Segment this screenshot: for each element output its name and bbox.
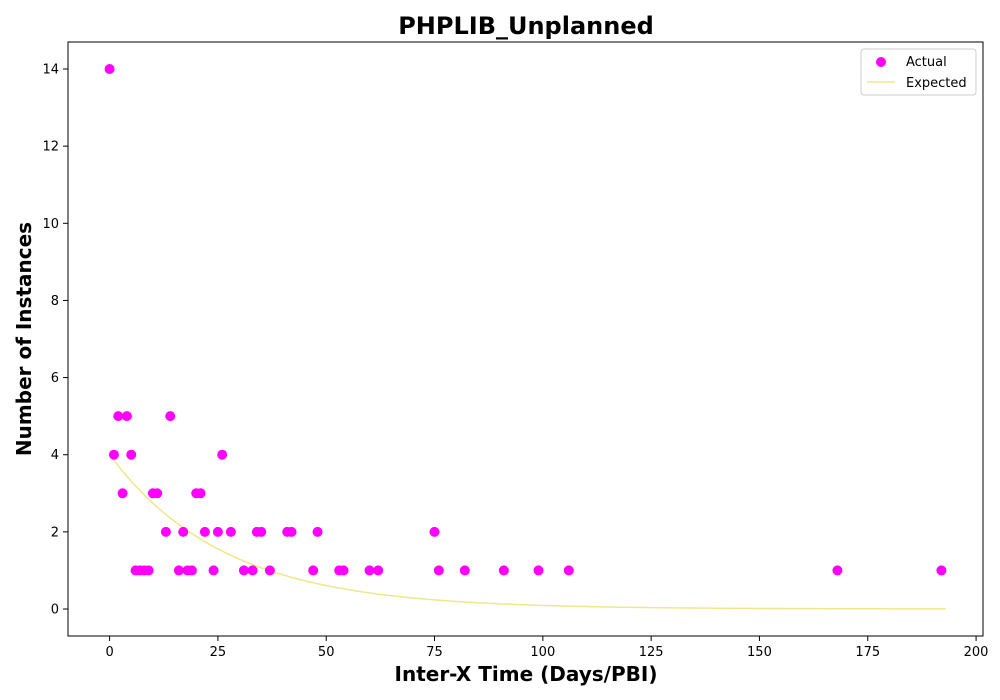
x-tick-label: 150 <box>747 645 772 660</box>
actual-point <box>160 526 171 537</box>
actual-point <box>286 526 297 537</box>
actual-point <box>433 565 444 576</box>
actual-point <box>199 526 210 537</box>
y-tick-label: 10 <box>42 217 59 232</box>
legend-box <box>860 48 977 96</box>
x-tick-label: 75 <box>426 645 443 660</box>
actual-point <box>533 565 544 576</box>
actual-point <box>238 565 249 576</box>
x-axis-ticks: 0 25 50 75 100 125 150 175 200 <box>105 636 988 660</box>
actual-point <box>373 565 384 576</box>
y-tick-label: 12 <box>42 140 59 155</box>
actual-point <box>312 526 323 537</box>
x-tick-label: 125 <box>639 645 664 660</box>
series-layer <box>104 64 947 610</box>
actual-point <box>186 565 197 576</box>
actual-point <box>429 526 440 537</box>
actual-point <box>178 526 189 537</box>
x-axis-label: Inter-X Time (Days/PBI) <box>395 662 658 686</box>
plot-area <box>67 41 984 637</box>
actual-point <box>217 449 228 460</box>
legend-actual-label: Actual <box>906 55 947 70</box>
actual-point <box>143 565 154 576</box>
actual-point <box>264 565 275 576</box>
actual-point <box>225 526 236 537</box>
actual-point <box>498 565 509 576</box>
actual-point <box>113 411 124 422</box>
y-axis-label: Number of Instances <box>12 222 36 456</box>
actual-point <box>247 565 258 576</box>
legend-actual-marker <box>876 57 886 67</box>
y-tick-label: 2 <box>51 525 59 540</box>
actual-point <box>121 411 132 422</box>
actual-point <box>152 488 163 499</box>
legend: Actual Expected <box>860 48 977 96</box>
y-tick-label: 0 <box>51 603 59 618</box>
y-axis-ticks: 0 2 4 6 8 10 12 14 <box>42 63 68 618</box>
legend-expected-label: Expected <box>906 76 967 91</box>
actual-point <box>117 488 128 499</box>
actual-point <box>126 449 137 460</box>
actual-point <box>256 526 267 537</box>
expected-curve <box>108 454 946 610</box>
x-tick-label: 0 <box>105 645 113 660</box>
y-tick-label: 14 <box>42 63 59 78</box>
actual-point <box>338 565 349 576</box>
y-tick-label: 8 <box>51 294 59 309</box>
y-tick-label: 4 <box>51 448 59 463</box>
actual-point <box>212 526 223 537</box>
plot-frame <box>67 41 984 637</box>
x-tick-label: 200 <box>964 645 989 660</box>
x-tick-label: 100 <box>530 645 555 660</box>
x-tick-label: 25 <box>210 645 227 660</box>
actual-point <box>308 565 319 576</box>
actual-point <box>459 565 470 576</box>
actual-point <box>563 565 574 576</box>
y-tick-label: 6 <box>51 371 59 386</box>
actual-point <box>832 565 843 576</box>
actual-point <box>108 449 119 460</box>
actual-point <box>936 565 947 576</box>
x-tick-label: 175 <box>855 645 880 660</box>
actual-point <box>173 565 184 576</box>
actual-point <box>364 565 375 576</box>
actual-point <box>208 565 219 576</box>
actual-point <box>104 64 115 74</box>
chart-title: PHPLIB_Unplanned <box>398 12 654 40</box>
x-tick-label: 50 <box>318 645 335 660</box>
actual-point <box>195 488 206 499</box>
actual-point <box>165 411 176 422</box>
